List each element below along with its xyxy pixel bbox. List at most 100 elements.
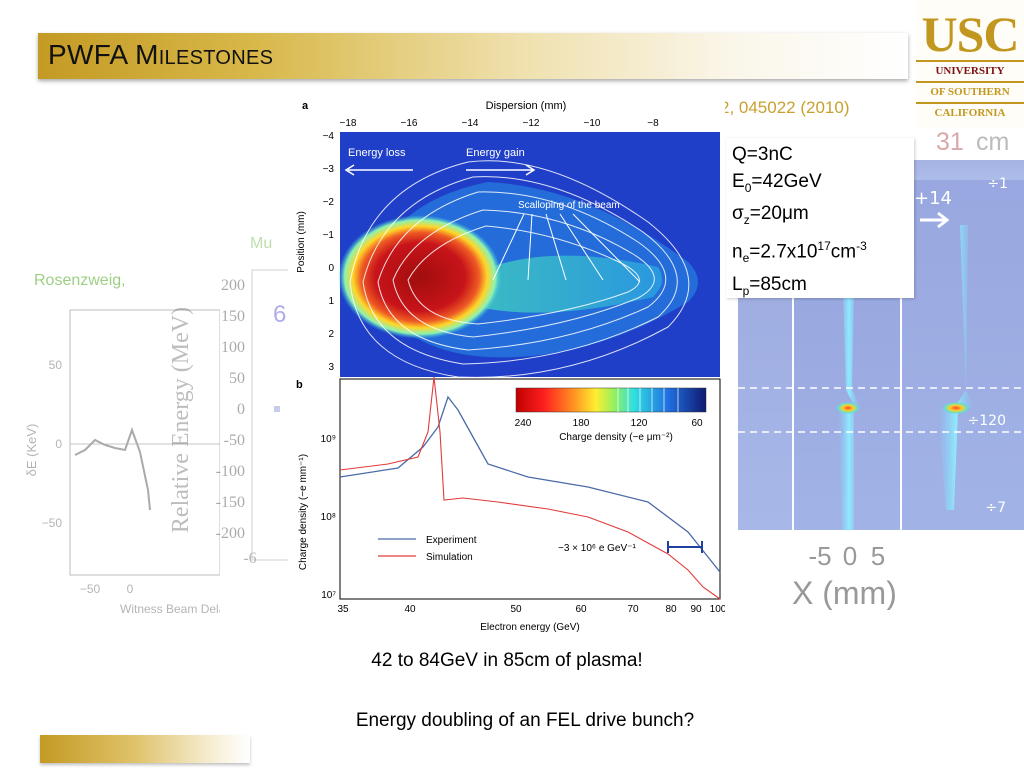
panel-a-top-tick-5: −8: [647, 118, 659, 129]
simulation-line: [339, 376, 721, 600]
colorbar-ticks: 240 180 120 60: [515, 418, 703, 429]
mid-faded-plot: 200 150 100 50 0 -50 -100 -150 -200 Relative Ene…: [168, 269, 330, 567]
colorbar-label: Charge density (−e μm⁻²): [559, 432, 673, 443]
param-ne: ne=2.7x1017cm-3: [732, 239, 867, 266]
colorbar-stripes: [617, 388, 679, 412]
left-y-label: δE (KeV): [24, 424, 39, 477]
panel-a-y-tick-5: 1: [328, 296, 334, 307]
panel-a-top-tick-2: −14: [462, 118, 479, 129]
panel-b-frame: [339, 378, 721, 600]
param-q: Q=3nC: [732, 144, 793, 165]
mid-y-tick-3: 50: [229, 370, 245, 387]
left-y-tick-3: −50: [42, 516, 63, 530]
panel-a-top-tick-0: −18: [340, 118, 357, 129]
panel-b-y-ticks: 10⁹ 10⁸ 10⁷: [321, 434, 337, 601]
mid-y-label: Relative Energy (MeV): [168, 307, 194, 533]
mid-y-tick-7: -150: [216, 494, 245, 511]
panel-1: [738, 290, 792, 530]
label-div-1: ÷1: [987, 176, 1008, 192]
param-sigma: σz=20μm: [732, 202, 809, 227]
arrow-right-icon: [920, 211, 950, 229]
colorbar-tick-0: 240: [515, 418, 532, 429]
panel-b-x-tick-4: 70: [627, 604, 639, 615]
scalloping-arrows: [492, 213, 641, 283]
legend-simulation: Simulation: [426, 552, 473, 563]
panel-a-y-ticks: −4 −3 −2 −1 0 1 2 3: [323, 131, 335, 373]
panel-a-top-tick-3: −12: [523, 118, 540, 129]
title-bar: [38, 33, 908, 79]
usc-logo: USC UNIVERSITY OF SOUTHERN CALIFORNIA: [916, 0, 1024, 128]
panel-a-y-tick-1: −3: [323, 164, 335, 175]
x-axis-label: X (mm): [792, 575, 897, 610]
panel-a-letter: a: [302, 100, 309, 112]
logo-line-1: UNIVERSITY: [916, 60, 1024, 81]
annotation-energy-loss: Energy loss: [348, 147, 406, 159]
panel-b-x-tick-5: 80: [665, 604, 677, 615]
panel-a-y-tick-6: 2: [328, 329, 334, 340]
panel-b-y-label: Charge density (−e mm⁻¹): [298, 454, 309, 570]
author-text-1: Mu: [250, 235, 273, 252]
panel-b-y-tick-1: 10⁸: [321, 512, 336, 523]
mid-y-tick-1: 150: [221, 308, 245, 325]
colorbar-tick-1: 180: [573, 418, 590, 429]
label-div-7: ÷7: [985, 500, 1006, 516]
panel-a-y-tick-7: 3: [328, 362, 334, 373]
cm-unit: cm: [976, 128, 1010, 156]
panel-3-streak: [938, 225, 974, 510]
left-x-label: Witness Beam Delay (ps: [120, 602, 220, 616]
label-plus14: +14: [914, 188, 952, 209]
param-e0: E0=42GeV: [732, 170, 822, 195]
panel-2-hotspot: [836, 402, 860, 414]
panel-a-top-ticks: −18 −16 −14 −12 −10 −8: [340, 118, 660, 129]
arrow-right-icon-2: [466, 164, 536, 176]
colorbar-tick-3: 60: [691, 418, 703, 429]
caption-2: Energy doubling of an FEL drive bunch?: [355, 710, 695, 731]
mid-y-tick-0: 200: [221, 277, 245, 294]
panel-b-y-tick-2: 10⁷: [321, 590, 336, 601]
footer-bar: [40, 735, 250, 763]
left-x-tick-1: −50: [80, 582, 101, 596]
mid-y-tick-2: 100: [221, 339, 245, 356]
panel-a-top-axis-label: Dispersion (mm): [486, 100, 567, 112]
logo-line-3: CALIFORNIA: [916, 102, 1024, 123]
panel-a-y-tick-2: −2: [323, 197, 335, 208]
nature-figure: a Dispersion (mm) −18 −16 −14 −12 −10 −8 Posi…: [288, 92, 725, 637]
colorbar: [515, 387, 707, 413]
mid-y-tick-5: -50: [224, 432, 245, 449]
errorbar-label: −3 × 10⁶ e GeV⁻¹: [558, 543, 636, 554]
left-y-tick-1: 50: [49, 358, 63, 372]
mid-fragment: 6: [273, 301, 286, 328]
experiment-line: [339, 395, 721, 573]
panel-3-hotspot: [942, 402, 970, 414]
panel-b-x-tick-2: 50: [510, 604, 522, 615]
panel-b-x-label: Electron energy (GeV): [480, 622, 580, 633]
x-tick-0: 0: [843, 541, 857, 571]
panel-b-letter: b: [296, 379, 303, 391]
x-tick-minus5: -5: [808, 541, 831, 571]
mid-y-tick-8: -200: [216, 525, 245, 542]
mid-x-tick: -6: [243, 550, 256, 567]
panel-a-y-label: Position (mm): [296, 211, 307, 273]
arrow-left-icon: [344, 164, 413, 176]
panel-b-x-tick-1: 40: [404, 604, 416, 615]
panel-b-x-tick-6: 90: [690, 604, 702, 615]
author-text-2: Rosenzweig,: [34, 272, 126, 289]
mid-square-marker: [274, 406, 280, 412]
caption-1: 42 to 84GeV in 85cm of plasma!: [371, 650, 643, 671]
panel-b-x-tick-0: 35: [337, 604, 349, 615]
legend-experiment: Experiment: [426, 535, 477, 546]
panel-a-y-tick-4: 0: [328, 263, 334, 274]
logo-letters: USC: [921, 6, 1019, 62]
panel-b-x-tick-7: 100: [710, 604, 725, 615]
param-lp: Lp=85cm: [732, 273, 807, 298]
panel-a-top-tick-1: −16: [401, 118, 418, 129]
panel-a-core: [338, 215, 502, 339]
left-plot-frame: [69, 309, 220, 576]
slide-title: PWFA Milestones: [48, 39, 274, 70]
annotation-energy-gain: Energy gain: [466, 147, 525, 159]
panel-b-x-ticks: 35 40 50 60 70 80 90 100: [337, 604, 725, 615]
label-div-120: ÷120: [968, 413, 1006, 429]
cm-value: 31: [936, 128, 964, 156]
left-y-tick-2: 0: [55, 437, 62, 451]
colorbar-tick-2: 120: [631, 418, 648, 429]
